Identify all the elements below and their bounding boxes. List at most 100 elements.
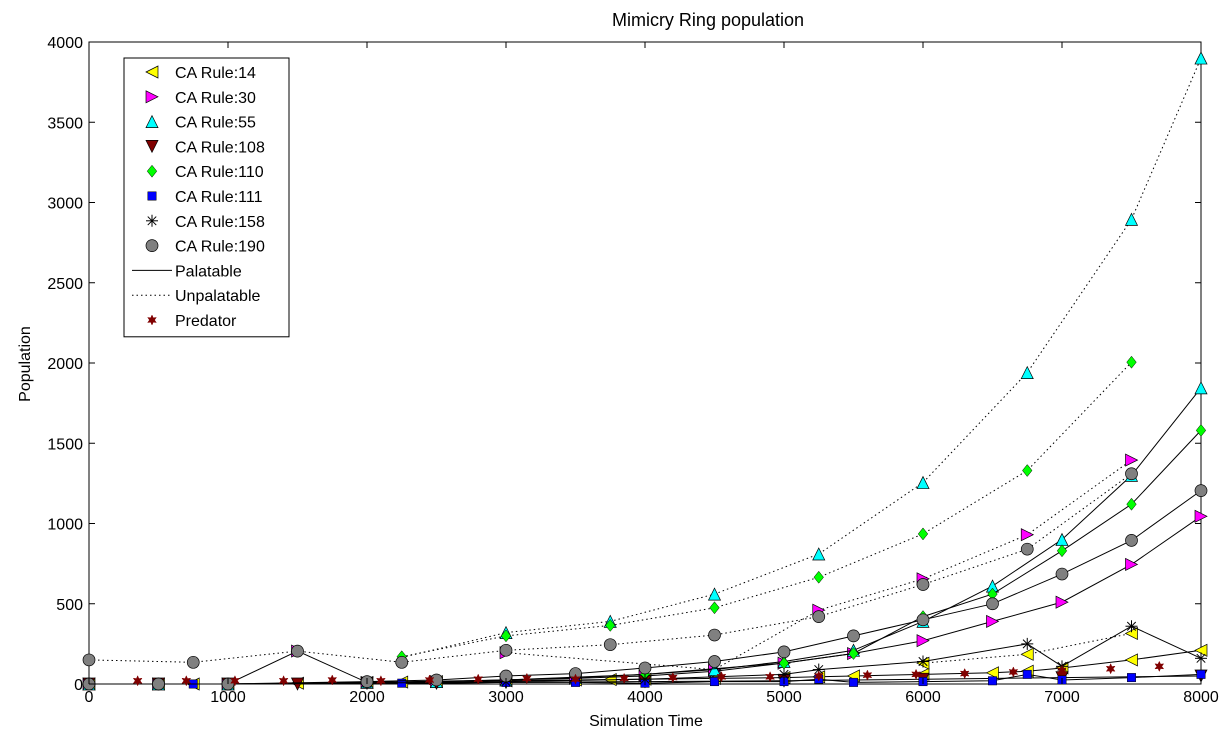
data-point	[605, 619, 616, 632]
data-point	[376, 675, 386, 687]
x-tick-label: 7000	[1044, 689, 1080, 706]
data-point	[395, 655, 409, 669]
data-point	[424, 674, 435, 686]
series-line	[89, 430, 1202, 685]
data-point	[1105, 663, 1116, 675]
y-tick-label: 4000	[47, 35, 83, 52]
series-line	[401, 57, 1202, 658]
data-point	[132, 675, 143, 687]
y-tick-label: 1000	[47, 517, 83, 534]
legend-marker-swatch	[147, 191, 157, 201]
legend-label: CA Rule:14	[175, 65, 256, 82]
legend-label: CA Rule:30	[175, 90, 256, 107]
data-point	[521, 672, 532, 685]
data-point	[959, 667, 970, 680]
data-point	[1194, 509, 1208, 523]
y-axis-label: Population	[17, 326, 34, 402]
data-point	[917, 655, 929, 668]
data-point	[917, 527, 929, 541]
legend-item: Unpalatable	[132, 288, 261, 305]
legend-item: CA Rule:158	[146, 214, 265, 231]
data-point	[1194, 381, 1208, 395]
data-point	[1124, 653, 1138, 667]
legend-item: CA Rule:110	[146, 164, 264, 181]
x-tick-label: 6000	[905, 689, 941, 706]
data-point	[812, 547, 826, 561]
series-line	[401, 361, 1132, 658]
y-axis: 0 500 1000 1500 2000 2500 3000 3500 4000	[47, 35, 1201, 694]
legend-label: CA Rule:108	[175, 139, 265, 156]
x-tick-label: 3000	[488, 689, 524, 706]
legend-item: CA Rule:111	[147, 189, 263, 206]
data-point	[911, 668, 921, 680]
y-tick-label: 500	[56, 597, 83, 614]
data-point	[1125, 534, 1138, 547]
data-point	[667, 671, 678, 684]
data-point	[1055, 567, 1069, 581]
data-point	[603, 638, 617, 652]
data-point	[638, 661, 652, 675]
data-point	[988, 676, 997, 686]
legend-label: Palatable	[175, 263, 242, 280]
legend-label: Unpalatable	[175, 288, 261, 305]
data-point	[1195, 424, 1207, 437]
data-point	[499, 643, 513, 657]
data-point	[1126, 497, 1137, 511]
x-tick-label: 8000	[1183, 689, 1219, 706]
legend-marker-swatch	[147, 314, 157, 326]
data-point	[813, 570, 824, 584]
data-point	[1196, 669, 1206, 679]
legend-marker-swatch	[145, 114, 159, 128]
y-tick-label: 0	[74, 677, 83, 694]
y-tick-label: 1500	[47, 436, 83, 453]
data-point	[1020, 542, 1034, 556]
data-point	[985, 666, 999, 680]
legend-item: CA Rule:190	[145, 239, 265, 256]
data-point	[777, 645, 791, 659]
x-tick-label: 2000	[349, 689, 385, 706]
data-point	[765, 671, 775, 683]
data-point	[916, 634, 930, 648]
x-axis: 0 1000 2000 3000 4000 5000 6000 7000 8000	[85, 42, 1219, 706]
data-point	[1022, 669, 1032, 679]
series-ca-rule-14-dotted	[916, 626, 1138, 670]
legend-label: CA Rule:55	[175, 115, 256, 132]
data-point	[812, 610, 826, 623]
x-tick-label: 0	[85, 689, 94, 706]
series-line	[505, 459, 1132, 671]
data-point	[1124, 212, 1139, 226]
data-point	[278, 675, 289, 687]
data-point	[848, 647, 859, 660]
data-point	[291, 644, 304, 658]
data-point	[152, 677, 165, 691]
legend-marker-swatch	[145, 239, 159, 252]
data-point	[1008, 666, 1019, 678]
data-point	[1125, 557, 1139, 571]
legend-label: CA Rule:110	[175, 164, 264, 181]
x-tick-label: 1000	[210, 689, 246, 706]
data-point	[1125, 453, 1139, 467]
data-point	[707, 662, 722, 676]
legend-item: CA Rule:30	[145, 90, 256, 107]
legend-label: CA Rule:158	[175, 214, 265, 231]
data-point	[916, 578, 930, 591]
data-point	[1020, 365, 1034, 379]
data-point	[709, 601, 720, 615]
legend-item: CA Rule:55	[145, 114, 256, 132]
data-point	[1020, 528, 1035, 542]
data-point	[1127, 673, 1136, 683]
series-layer	[82, 51, 1208, 691]
data-point	[1125, 620, 1138, 633]
series-line	[89, 490, 1202, 685]
data-point	[849, 677, 858, 687]
data-point	[986, 614, 1000, 628]
data-point	[862, 669, 873, 681]
data-point	[716, 671, 727, 683]
y-tick-label: 3000	[47, 196, 83, 213]
data-point	[813, 670, 824, 682]
x-tick-label: 4000	[627, 689, 663, 706]
series-ca-rule-110-dotted	[396, 355, 1137, 664]
data-point	[1194, 484, 1208, 497]
legend-item: CA Rule:14	[145, 65, 256, 82]
